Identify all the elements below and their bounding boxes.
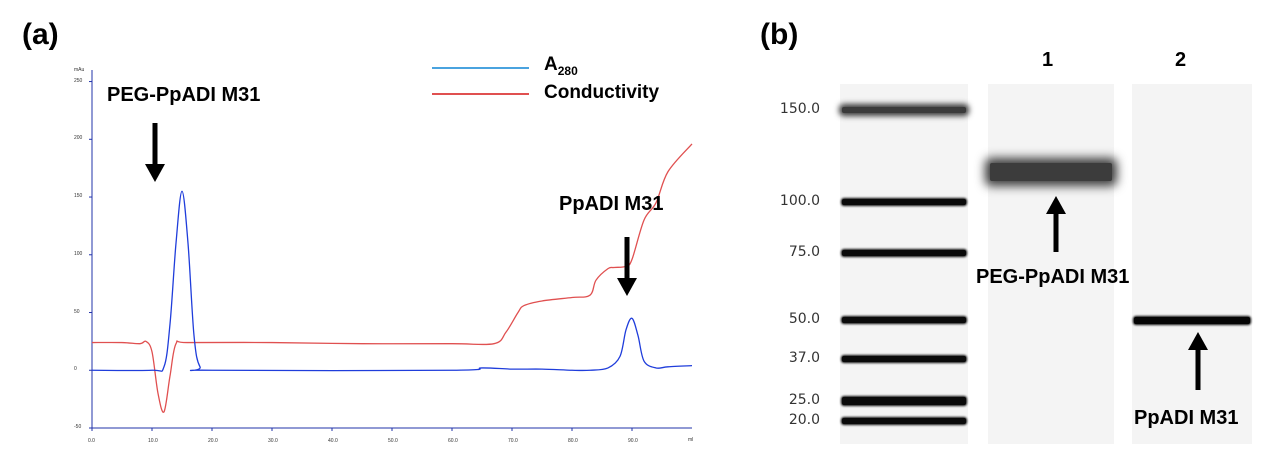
ladder-mw-label: 100.0 xyxy=(779,193,820,209)
legend-a280-label: A280 xyxy=(544,54,578,78)
y-tick-label: 50 xyxy=(74,308,80,315)
legend-a280-swatch xyxy=(432,67,529,69)
y-tick-label: 0 xyxy=(74,366,77,373)
lane2-band xyxy=(1134,316,1250,324)
x-tick-label: 60.0 xyxy=(448,438,458,444)
series-line-conductivity xyxy=(91,143,693,413)
legend-conductivity-label: Conductivity xyxy=(544,82,660,103)
x-tick-label: 70.0 xyxy=(508,438,518,444)
x-tick-label: 40.0 xyxy=(328,438,338,444)
arrow-up-icon xyxy=(1188,332,1208,390)
ladder-band xyxy=(842,397,966,405)
gel-lane-2 xyxy=(1132,84,1252,444)
annotation-ppadi: PpADI M31 xyxy=(559,193,664,215)
annotation-lane2: PpADI M31 xyxy=(1134,407,1239,429)
x-tick-label: 90.0 xyxy=(628,438,638,444)
annotation-peg-ppadi: PEG-PpADI M31 xyxy=(107,84,261,106)
y-tick-label: 250 xyxy=(74,77,83,84)
gel-ladder-lane xyxy=(840,84,968,444)
lane1-band xyxy=(990,163,1112,182)
ladder-mw-label: 37.0 xyxy=(788,350,820,366)
lane-number-1: 1 xyxy=(1042,49,1054,71)
series-line-a280 xyxy=(91,190,693,372)
x-tick-label: 30.0 xyxy=(268,438,278,444)
ladder-mw-label: 150.0 xyxy=(779,101,820,117)
y-tick-label: 200 xyxy=(74,135,83,142)
annotation-lane1: PEG-PpADI M31 xyxy=(976,266,1130,288)
x-tick-label: 0.0 xyxy=(88,438,95,444)
ladder-mw-label: 75.0 xyxy=(788,244,820,260)
legend-a280-subscript: 280 xyxy=(557,63,578,78)
legend-a280-main: A xyxy=(544,54,558,75)
x-unit-label: ml xyxy=(688,437,694,443)
y-tick-label: -50 xyxy=(74,424,82,430)
ladder-mw-label: 25.0 xyxy=(788,392,820,408)
legend-conductivity-swatch xyxy=(432,93,529,95)
x-tick-label: 80.0 xyxy=(568,438,578,444)
ladder-mw-label: 20.0 xyxy=(788,412,820,428)
x-tick-label: 10.0 xyxy=(148,438,158,444)
ladder-mw-label: 50.0 xyxy=(788,311,820,327)
y-tick-label: 150 xyxy=(74,193,83,200)
ladder-band xyxy=(842,418,966,424)
ladder-band xyxy=(842,356,966,362)
panel-label-a: (a) xyxy=(22,18,59,51)
ladder-band xyxy=(842,317,966,323)
ladder-band xyxy=(842,250,966,256)
arrow-up-icon xyxy=(1046,196,1066,252)
ladder-band xyxy=(842,107,966,113)
panel-label-b: (b) xyxy=(760,18,799,51)
x-tick-label: 20.0 xyxy=(208,438,218,444)
gel-lane-1 xyxy=(988,84,1114,444)
x-tick-label: 50.0 xyxy=(388,438,398,444)
chromatogram-axes xyxy=(89,70,692,431)
y-unit-label: mAu xyxy=(74,67,85,73)
y-tick-label: 100 xyxy=(74,250,83,257)
arrow-down-icon xyxy=(617,237,637,296)
arrow-down-icon xyxy=(145,123,165,182)
chromatogram-chart xyxy=(89,70,693,431)
ladder-band xyxy=(842,199,966,205)
chromatogram-series xyxy=(91,143,693,413)
lane-number-2: 2 xyxy=(1175,49,1187,71)
